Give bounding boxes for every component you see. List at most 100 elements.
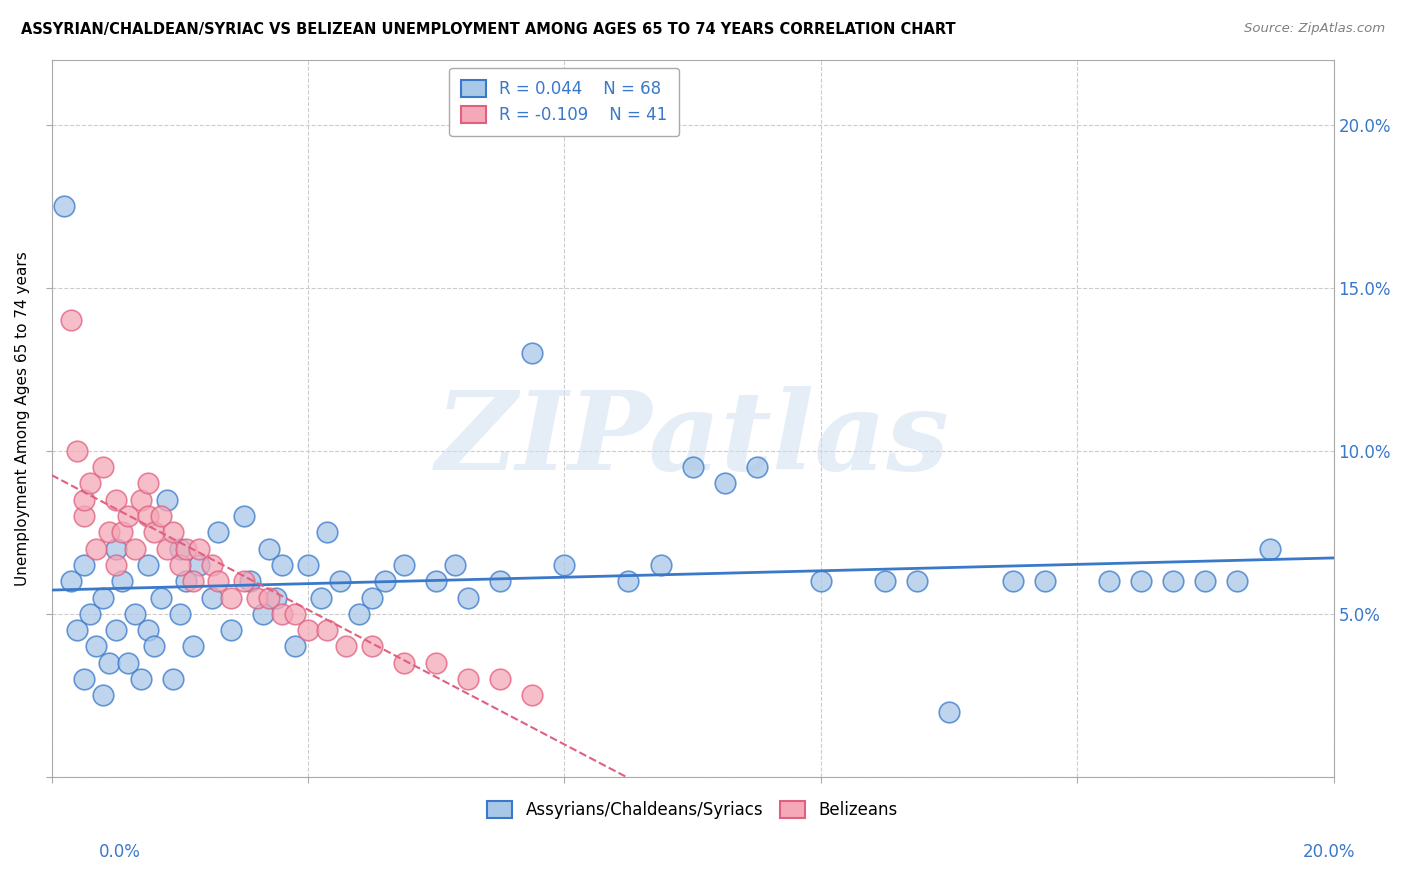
Point	[181, 574, 204, 589]
Point	[1258, 541, 1281, 556]
Point	[444, 558, 467, 572]
Point	[316, 525, 339, 540]
Point	[232, 509, 254, 524]
Point	[361, 591, 384, 605]
Point	[232, 574, 254, 589]
Point	[129, 492, 152, 507]
Point	[79, 607, 101, 621]
Point	[1194, 574, 1216, 589]
Point	[169, 541, 191, 556]
Point	[181, 640, 204, 654]
Point	[162, 525, 184, 540]
Point	[129, 672, 152, 686]
Point	[59, 574, 82, 589]
Point	[111, 525, 134, 540]
Point	[264, 591, 287, 605]
Point	[617, 574, 640, 589]
Point	[745, 460, 768, 475]
Point	[136, 558, 159, 572]
Point	[316, 623, 339, 637]
Point	[156, 541, 179, 556]
Point	[117, 656, 139, 670]
Point	[297, 558, 319, 572]
Point	[1002, 574, 1025, 589]
Point	[457, 672, 479, 686]
Legend: Assyrians/Chaldeans/Syriacs, Belizeans: Assyrians/Chaldeans/Syriacs, Belizeans	[481, 795, 904, 826]
Point	[79, 476, 101, 491]
Point	[650, 558, 672, 572]
Point	[174, 541, 197, 556]
Point	[136, 623, 159, 637]
Point	[392, 558, 415, 572]
Point	[104, 541, 127, 556]
Point	[162, 672, 184, 686]
Text: ASSYRIAN/CHALDEAN/SYRIAC VS BELIZEAN UNEMPLOYMENT AMONG AGES 65 TO 74 YEARS CORR: ASSYRIAN/CHALDEAN/SYRIAC VS BELIZEAN UNE…	[21, 22, 956, 37]
Point	[457, 591, 479, 605]
Point	[239, 574, 262, 589]
Point	[810, 574, 832, 589]
Point	[136, 476, 159, 491]
Point	[91, 460, 114, 475]
Point	[117, 509, 139, 524]
Point	[553, 558, 575, 572]
Point	[86, 640, 108, 654]
Point	[111, 574, 134, 589]
Point	[259, 591, 281, 605]
Point	[489, 672, 512, 686]
Point	[349, 607, 371, 621]
Point	[1226, 574, 1249, 589]
Y-axis label: Unemployment Among Ages 65 to 74 years: Unemployment Among Ages 65 to 74 years	[15, 251, 30, 586]
Point	[271, 607, 294, 621]
Point	[374, 574, 396, 589]
Point	[1163, 574, 1185, 589]
Point	[297, 623, 319, 637]
Point	[124, 541, 146, 556]
Text: ZIPatlas: ZIPatlas	[436, 386, 949, 493]
Point	[271, 558, 294, 572]
Point	[219, 623, 242, 637]
Point	[905, 574, 928, 589]
Point	[309, 591, 332, 605]
Point	[489, 574, 512, 589]
Point	[713, 476, 735, 491]
Point	[174, 574, 197, 589]
Point	[361, 640, 384, 654]
Point	[425, 656, 447, 670]
Point	[169, 558, 191, 572]
Point	[522, 346, 544, 360]
Text: 20.0%: 20.0%	[1302, 843, 1355, 861]
Point	[104, 558, 127, 572]
Point	[188, 541, 211, 556]
Point	[98, 525, 121, 540]
Point	[1130, 574, 1153, 589]
Point	[136, 509, 159, 524]
Point	[207, 574, 229, 589]
Point	[1033, 574, 1056, 589]
Point	[124, 607, 146, 621]
Point	[425, 574, 447, 589]
Text: 0.0%: 0.0%	[98, 843, 141, 861]
Point	[219, 591, 242, 605]
Text: Source: ZipAtlas.com: Source: ZipAtlas.com	[1244, 22, 1385, 36]
Point	[53, 199, 76, 213]
Point	[59, 313, 82, 327]
Point	[143, 525, 166, 540]
Point	[201, 591, 224, 605]
Point	[66, 623, 89, 637]
Point	[259, 541, 281, 556]
Point	[66, 443, 89, 458]
Point	[104, 623, 127, 637]
Point	[284, 607, 307, 621]
Point	[207, 525, 229, 540]
Point	[156, 492, 179, 507]
Point	[873, 574, 896, 589]
Point	[246, 591, 269, 605]
Point	[91, 591, 114, 605]
Point	[149, 591, 172, 605]
Point	[335, 640, 357, 654]
Point	[522, 689, 544, 703]
Point	[104, 492, 127, 507]
Point	[72, 672, 94, 686]
Point	[329, 574, 352, 589]
Point	[284, 640, 307, 654]
